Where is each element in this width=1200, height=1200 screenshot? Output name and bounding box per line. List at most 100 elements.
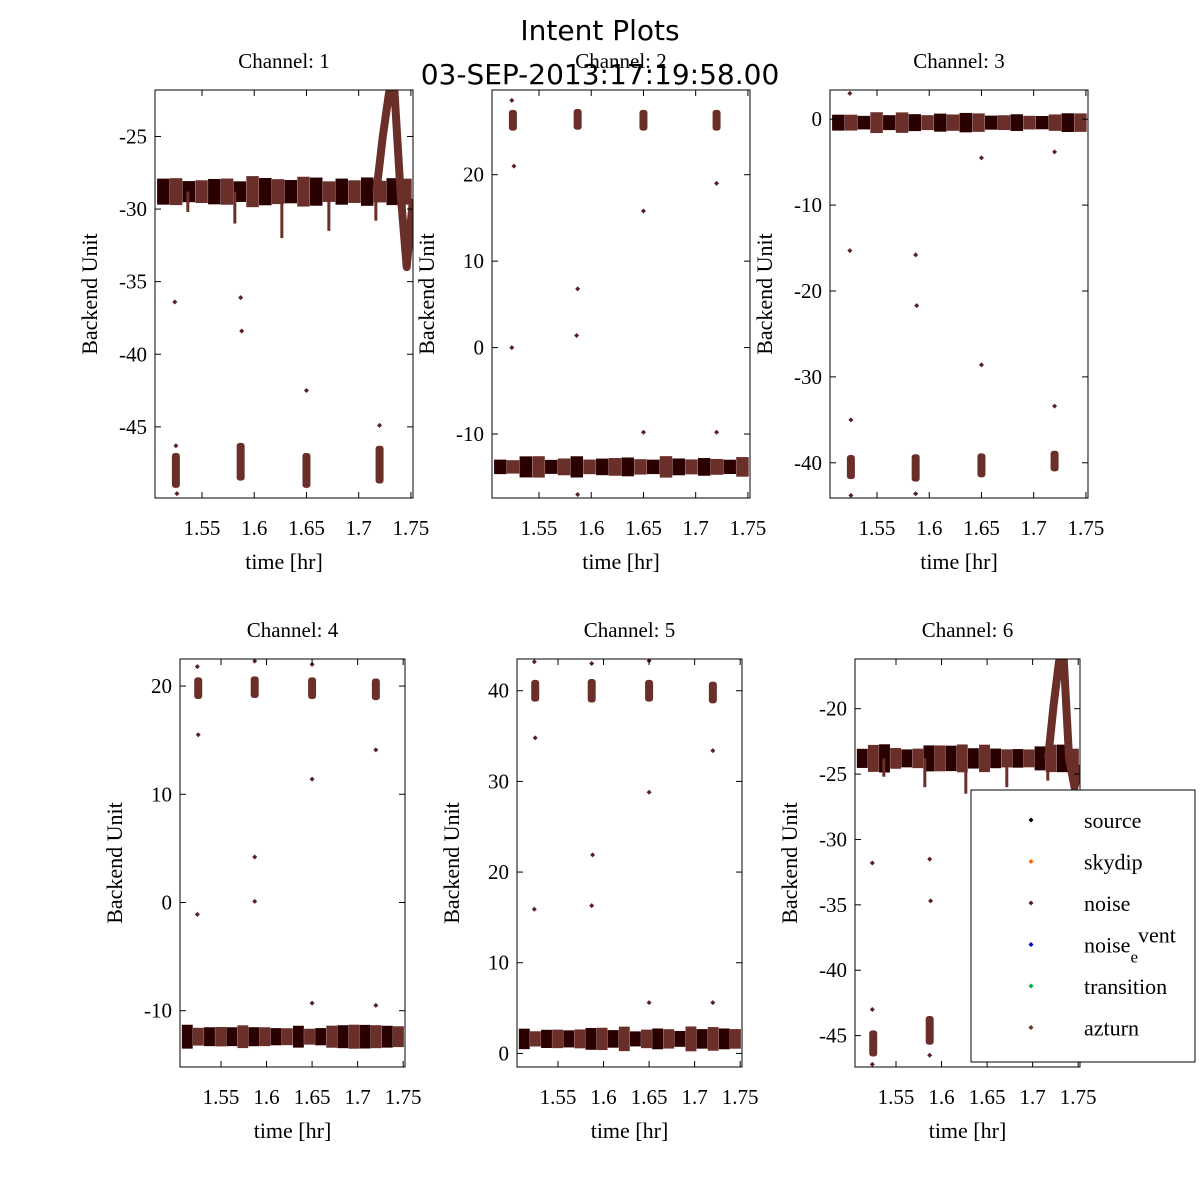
band-segment xyxy=(652,1028,664,1050)
data-point xyxy=(646,1000,652,1006)
subplot-title: Channel: 4 xyxy=(247,618,339,642)
point-cluster xyxy=(712,109,721,131)
plot-area xyxy=(181,659,404,1049)
point-cluster xyxy=(531,679,540,702)
x-tick-label: 1.75 xyxy=(385,1085,422,1109)
band-dip xyxy=(1005,758,1009,788)
data-point xyxy=(714,429,720,435)
legend-label: noiseevent xyxy=(1084,923,1176,967)
data-point xyxy=(589,903,595,909)
band-segment xyxy=(707,1027,719,1051)
band-segment xyxy=(912,748,924,769)
band-segment xyxy=(506,460,520,474)
band-segment xyxy=(348,1024,360,1049)
data-point xyxy=(1052,403,1058,409)
point-cluster xyxy=(508,109,517,131)
point-cluster xyxy=(171,452,180,488)
y-tick-label: -20 xyxy=(819,697,847,721)
band-segment xyxy=(856,748,868,768)
x-axis-label: time [hr] xyxy=(591,1118,669,1143)
y-axis-label: Backend Unit xyxy=(102,802,127,924)
data-point xyxy=(847,90,853,96)
data-point xyxy=(195,732,201,738)
legend-entry: transition xyxy=(1028,974,1167,999)
point-cluster xyxy=(375,445,384,484)
data-point xyxy=(869,1006,875,1012)
data-point xyxy=(869,1061,875,1067)
data-point xyxy=(172,299,178,305)
figure-title: Intent Plots xyxy=(520,14,679,47)
x-axis-label: time [hr] xyxy=(920,549,998,574)
band-segment xyxy=(607,1030,619,1048)
axes-frame xyxy=(491,89,751,499)
legend: source skydip noise noiseevent transition azt… xyxy=(970,789,1196,1063)
y-tick-label: -40 xyxy=(794,451,822,475)
legend-marker xyxy=(1028,1025,1034,1030)
point-cluster xyxy=(977,453,986,478)
data-point xyxy=(531,659,537,665)
point-cluster xyxy=(573,109,582,130)
band-dip xyxy=(186,191,190,212)
data-point xyxy=(511,163,517,169)
data-point xyxy=(174,491,180,497)
axes-frame xyxy=(154,89,414,499)
data-point xyxy=(309,1000,315,1006)
band-segment xyxy=(386,178,399,206)
band-segment xyxy=(946,114,960,131)
band-segment xyxy=(647,459,660,475)
band-segment xyxy=(621,457,635,477)
x-tick-label: 1.55 xyxy=(540,1085,577,1109)
band-segment xyxy=(608,458,622,476)
y-tick-label: 0 xyxy=(474,336,485,360)
x-tick-label: 1.6 xyxy=(590,1085,616,1109)
x-tick-label: 1.7 xyxy=(346,516,372,540)
x-tick-label: 1.65 xyxy=(963,516,1000,540)
band-segment xyxy=(663,1029,675,1049)
x-tick-label: 1.7 xyxy=(682,1085,708,1109)
y-tick-label: 30 xyxy=(488,769,509,793)
band-segment xyxy=(545,459,558,474)
data-point xyxy=(373,747,379,753)
y-tick-label: 10 xyxy=(488,951,509,975)
data-point xyxy=(252,854,258,860)
band-segment xyxy=(1056,744,1068,773)
axes-frame xyxy=(516,658,743,1068)
band-segment xyxy=(360,177,374,206)
band-segment xyxy=(908,114,922,132)
x-tick-label: 1.65 xyxy=(294,1085,331,1109)
point-cluster xyxy=(1050,450,1059,472)
band-segment xyxy=(226,1027,238,1047)
data-point xyxy=(575,286,581,292)
x-tick-label: 1.7 xyxy=(345,1085,371,1109)
band-segment xyxy=(1061,113,1074,133)
band-segment xyxy=(832,114,845,131)
band-segment xyxy=(248,1027,260,1047)
band-segment xyxy=(270,1028,282,1046)
data-point xyxy=(869,860,875,866)
data-point xyxy=(848,492,854,498)
x-axis-label: time [hr] xyxy=(929,1118,1007,1143)
y-tick-label: -10 xyxy=(794,193,822,217)
band-segment xyxy=(718,1028,730,1050)
band-segment xyxy=(292,1025,304,1048)
data-point xyxy=(252,898,258,904)
x-tick-label: 1.7 xyxy=(1021,516,1047,540)
x-tick-label: 1.6 xyxy=(253,1085,279,1109)
x-tick-label: 1.75 xyxy=(730,516,767,540)
data-point xyxy=(913,491,919,497)
y-tick-label: -30 xyxy=(119,197,147,221)
band-segment xyxy=(281,1028,293,1046)
band-segment xyxy=(997,115,1011,131)
band-segment xyxy=(1048,114,1062,131)
x-tick-label: 1.55 xyxy=(859,516,896,540)
band-segment xyxy=(204,1027,215,1047)
data-point xyxy=(574,332,580,338)
data-point xyxy=(927,856,933,862)
band-segment xyxy=(315,1028,327,1046)
x-tick-label: 1.75 xyxy=(722,1085,759,1109)
legend-marker xyxy=(1028,817,1034,823)
point-cluster xyxy=(371,678,380,701)
point-cluster xyxy=(846,455,855,480)
band-dip xyxy=(1046,758,1050,781)
data-point xyxy=(238,295,244,301)
